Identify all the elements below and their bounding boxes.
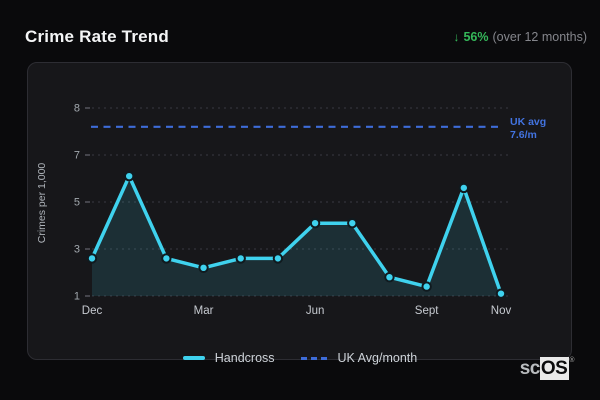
legend-label-uk-avg: UK Avg/month	[337, 351, 418, 365]
chart-legend: Handcross UK Avg/month	[0, 351, 600, 365]
x-tick-label-Mar: Mar	[194, 305, 214, 317]
handcross-line-swatch	[182, 356, 205, 360]
scos-logo: sc OS ®	[520, 357, 574, 381]
data-point-Nov[interactable]	[495, 288, 507, 299]
change-value: 56%	[463, 30, 489, 44]
x-tick-label-Dec: Dec	[82, 305, 103, 317]
down-arrow-icon: ↓	[453, 30, 460, 44]
y-tick-label: 7	[74, 150, 80, 162]
logo-prefix: sc	[519, 358, 541, 379]
legend-item-handcross[interactable]: Handcross	[182, 351, 275, 365]
y-tick-label: 5	[74, 197, 80, 209]
legend-item-uk-avg[interactable]: UK Avg/month	[300, 351, 418, 365]
y-tick-label: 1	[74, 291, 80, 303]
x-tick-label-Nov: Nov	[491, 305, 512, 317]
uk-avg-label-line1: UK avg	[510, 116, 546, 128]
change-period: (over 12 months)	[492, 30, 587, 44]
data-point-Sept[interactable]	[421, 281, 432, 292]
handcross-area-fill	[92, 176, 501, 296]
change-indicator: ↓ 56% (over 12 months)	[453, 30, 587, 44]
legend-label-handcross: Handcross	[214, 351, 275, 365]
y-tick-label: 3	[74, 244, 80, 256]
handcross-line	[90, 174, 503, 296]
data-point-Dec[interactable]	[86, 253, 98, 264]
uk-avg-line-swatch	[300, 356, 328, 360]
x-tick-label-Sept: Sept	[415, 305, 439, 317]
chart-card: 1 3 5 7 8 Crimes per 1,000 UK avg 7.6/m Dec Mar Ju…	[27, 62, 572, 360]
page-title: Crime Rate Trend	[25, 27, 169, 46]
logo-suffix: OS	[539, 357, 570, 380]
data-point-Jul[interactable]	[347, 217, 358, 229]
data-point-Feb[interactable]	[161, 253, 172, 264]
data-point-Aug[interactable]	[384, 272, 395, 283]
data-point-Mar[interactable]	[198, 262, 209, 274]
y-tick-label: 8	[74, 103, 80, 115]
registered-mark-icon: ®	[569, 357, 574, 364]
data-point-Jun[interactable]	[309, 217, 321, 229]
data-point-Oct[interactable]	[458, 182, 470, 194]
data-point-May[interactable]	[272, 253, 284, 264]
y-axis-label: Crimes per 1,000	[36, 163, 48, 244]
data-point-Apr[interactable]	[235, 253, 246, 264]
uk-avg-label-line2: 7.6/m	[510, 129, 537, 141]
data-point-Jan[interactable]	[123, 170, 135, 182]
x-tick-label-Jun: Jun	[306, 305, 325, 317]
